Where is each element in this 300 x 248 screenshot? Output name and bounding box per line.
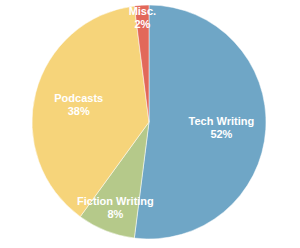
pie-slice bbox=[134, 5, 266, 239]
slice-label: Tech Writing bbox=[189, 115, 255, 127]
slice-label: Podcasts bbox=[54, 92, 103, 104]
labels: Tech Writing52% Fiction Writing8% Podcasts… bbox=[54, 5, 254, 220]
data-label: 8% bbox=[107, 208, 123, 220]
slice-label: Fiction Writing bbox=[77, 195, 154, 207]
data-label: 38% bbox=[68, 105, 90, 117]
slice-label: Misc. bbox=[129, 5, 157, 17]
slices bbox=[32, 5, 266, 239]
pie-slice bbox=[32, 6, 149, 217]
data-label: 2% bbox=[134, 18, 150, 30]
data-label: 52% bbox=[210, 128, 232, 140]
chart: Tech Writing52% Fiction Writing8% Podcasts… bbox=[0, 0, 300, 248]
